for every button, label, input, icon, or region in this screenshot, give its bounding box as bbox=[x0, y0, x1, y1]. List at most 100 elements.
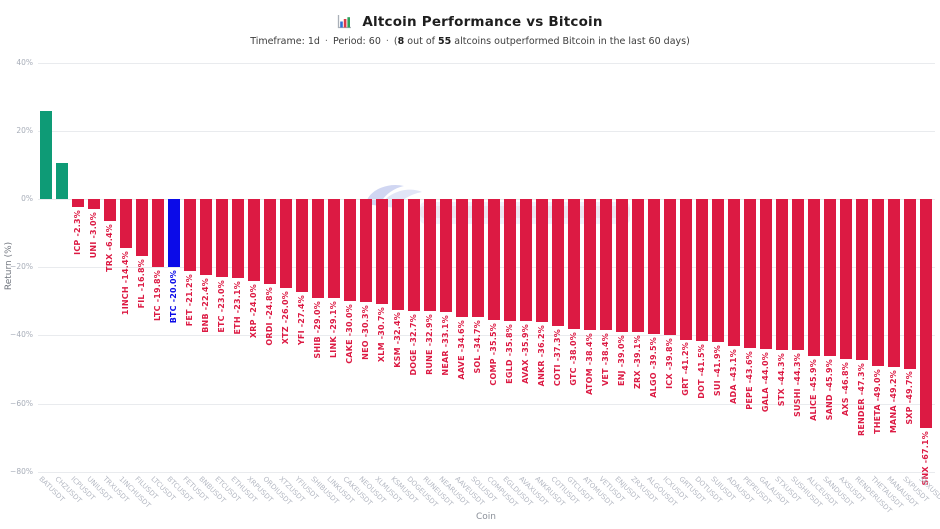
bar-link bbox=[328, 199, 340, 299]
timeframe-text: Timeframe: 1d bbox=[250, 36, 320, 47]
bar-label-sui: SUI -41.9% bbox=[713, 344, 722, 396]
bar-xtz bbox=[280, 199, 292, 288]
bar-label-render: RENDER -47.3% bbox=[857, 363, 866, 437]
bar-label-sol: SOL -34.7% bbox=[473, 320, 482, 374]
bar-label-yfi: YFI -27.4% bbox=[297, 295, 306, 346]
separator-dot: · bbox=[324, 36, 328, 47]
bar-1inch bbox=[120, 199, 132, 249]
bar-dot bbox=[696, 199, 708, 341]
bar-label-gtc: GTC -38.0% bbox=[569, 331, 578, 386]
bar-icx bbox=[664, 199, 676, 335]
bar-label-axs: AXS -46.8% bbox=[841, 361, 850, 416]
bar-algo bbox=[648, 199, 660, 334]
bar-label-xrp: XRP -24.0% bbox=[249, 283, 258, 338]
bar-label-xtz: XTZ -26.0% bbox=[281, 290, 290, 344]
bar-sand bbox=[824, 199, 836, 356]
y-tick-label: −60% bbox=[10, 398, 33, 408]
bar-btc bbox=[168, 199, 180, 268]
y-tick-label: −40% bbox=[10, 330, 33, 340]
y-tick-label: −20% bbox=[10, 262, 33, 272]
bar-xrp bbox=[248, 199, 260, 281]
bar-label-ada: ADA -43.1% bbox=[729, 348, 738, 404]
bar-label-sxp: SXP -49.7% bbox=[905, 371, 914, 426]
bar-chart-icon bbox=[338, 15, 352, 29]
bar-label-mana: MANA -49.2% bbox=[889, 369, 898, 433]
bar-label-sand: SAND -45.9% bbox=[825, 358, 834, 420]
bar-label-theta: THETA -49.0% bbox=[873, 369, 882, 434]
gridline bbox=[38, 130, 935, 132]
bar-aave bbox=[456, 199, 468, 317]
bar-label-bnb: BNB -22.4% bbox=[201, 278, 210, 334]
bar-ada bbox=[728, 199, 740, 346]
bar-label-btc: BTC -20.0% bbox=[169, 270, 178, 324]
bar-label-algo: ALGO -39.5% bbox=[649, 336, 658, 398]
bar-label-grt: GRT -41.2% bbox=[681, 342, 690, 397]
bar-cake bbox=[344, 199, 356, 302]
bar-uni bbox=[88, 199, 100, 210]
bar-enj bbox=[616, 199, 628, 332]
bar-label-rune: RUNE -32.9% bbox=[425, 314, 434, 376]
bar-egld bbox=[504, 199, 516, 322]
bar-label-avax: AVAX -35.9% bbox=[521, 324, 530, 385]
chart-header: Altcoin Performance vs Bitcoin bbox=[0, 11, 940, 30]
bar-atom bbox=[584, 199, 596, 330]
bar-ordi bbox=[264, 199, 276, 284]
bar-label-link: LINK -29.1% bbox=[329, 301, 338, 359]
bar-label-fil: FIL -16.8% bbox=[137, 259, 146, 309]
bar-comp bbox=[488, 199, 500, 321]
bar-label-eth: ETH -23.1% bbox=[233, 280, 242, 335]
bar-label-pepe: PEPE -43.6% bbox=[745, 350, 754, 410]
bar-label-enj: ENJ -39.0% bbox=[617, 334, 626, 386]
chart-subtitle: Timeframe: 1d · Period: 60 · (8 out of 55 al… bbox=[0, 36, 940, 47]
bar-label-vet: VET -38.4% bbox=[601, 332, 610, 386]
bar-render bbox=[856, 199, 868, 361]
bar-eth bbox=[232, 199, 244, 278]
bar-label-atom: ATOM -38.4% bbox=[585, 332, 594, 395]
bar-label-trx: TRX -6.4% bbox=[105, 223, 114, 272]
y-tick-label: 40% bbox=[16, 57, 33, 67]
bar-label-sushi: SUSHI -44.3% bbox=[793, 353, 802, 418]
bar-doge bbox=[408, 199, 420, 311]
bar-vet bbox=[600, 199, 612, 330]
gridline bbox=[38, 199, 935, 200]
bar-label-aave: AAVE -34.6% bbox=[457, 319, 466, 380]
stat-mid: out of bbox=[404, 36, 439, 47]
bar-theta bbox=[872, 199, 884, 367]
bar-pepe bbox=[744, 199, 756, 348]
gridline bbox=[38, 471, 935, 473]
bar-mana bbox=[888, 199, 900, 367]
bar-label-ordi: ORDI -24.8% bbox=[265, 286, 274, 346]
stat-rest: altcoins outperformed Bitcoin in the las… bbox=[451, 36, 690, 47]
bar-fet bbox=[184, 199, 196, 272]
bar-coti bbox=[552, 199, 564, 327]
stat-open: ( bbox=[393, 36, 398, 47]
bar-label-dot: DOT -41.5% bbox=[697, 343, 706, 399]
bar-shib bbox=[312, 199, 324, 298]
bar-ankr bbox=[536, 199, 548, 323]
bar-label-xlm: XLM -30.7% bbox=[377, 306, 386, 362]
gridline bbox=[38, 403, 935, 405]
bar-label-cake: CAKE -30.0% bbox=[345, 304, 354, 365]
bar-ltc bbox=[152, 199, 164, 267]
bar-etc bbox=[216, 199, 228, 278]
bar-grt bbox=[680, 199, 692, 340]
bar-xlm bbox=[376, 199, 388, 304]
bar-sxp bbox=[904, 199, 916, 369]
bar-label-near: NEAR -33.1% bbox=[441, 314, 450, 376]
bar-near bbox=[440, 199, 452, 312]
x-axis-title: Coin bbox=[476, 512, 496, 522]
bar-label-shib: SHIB -29.0% bbox=[313, 300, 322, 359]
bar-sol bbox=[472, 199, 484, 318]
y-tick-label: −80% bbox=[10, 466, 33, 476]
gridline bbox=[38, 267, 935, 269]
bar-avax bbox=[520, 199, 532, 322]
bar-fil bbox=[136, 199, 148, 257]
bar-sushi bbox=[792, 199, 804, 351]
y-tick-label: 20% bbox=[16, 125, 33, 135]
bar-label-egld: EGLD -35.8% bbox=[505, 324, 514, 384]
bar-label-ltc: LTC -19.8% bbox=[153, 269, 162, 321]
bar-label-gala: GALA -44.0% bbox=[761, 352, 770, 413]
bar-label-icp: ICP -2.3% bbox=[73, 209, 82, 255]
bar-yfi bbox=[296, 199, 308, 293]
gridline bbox=[38, 62, 935, 64]
